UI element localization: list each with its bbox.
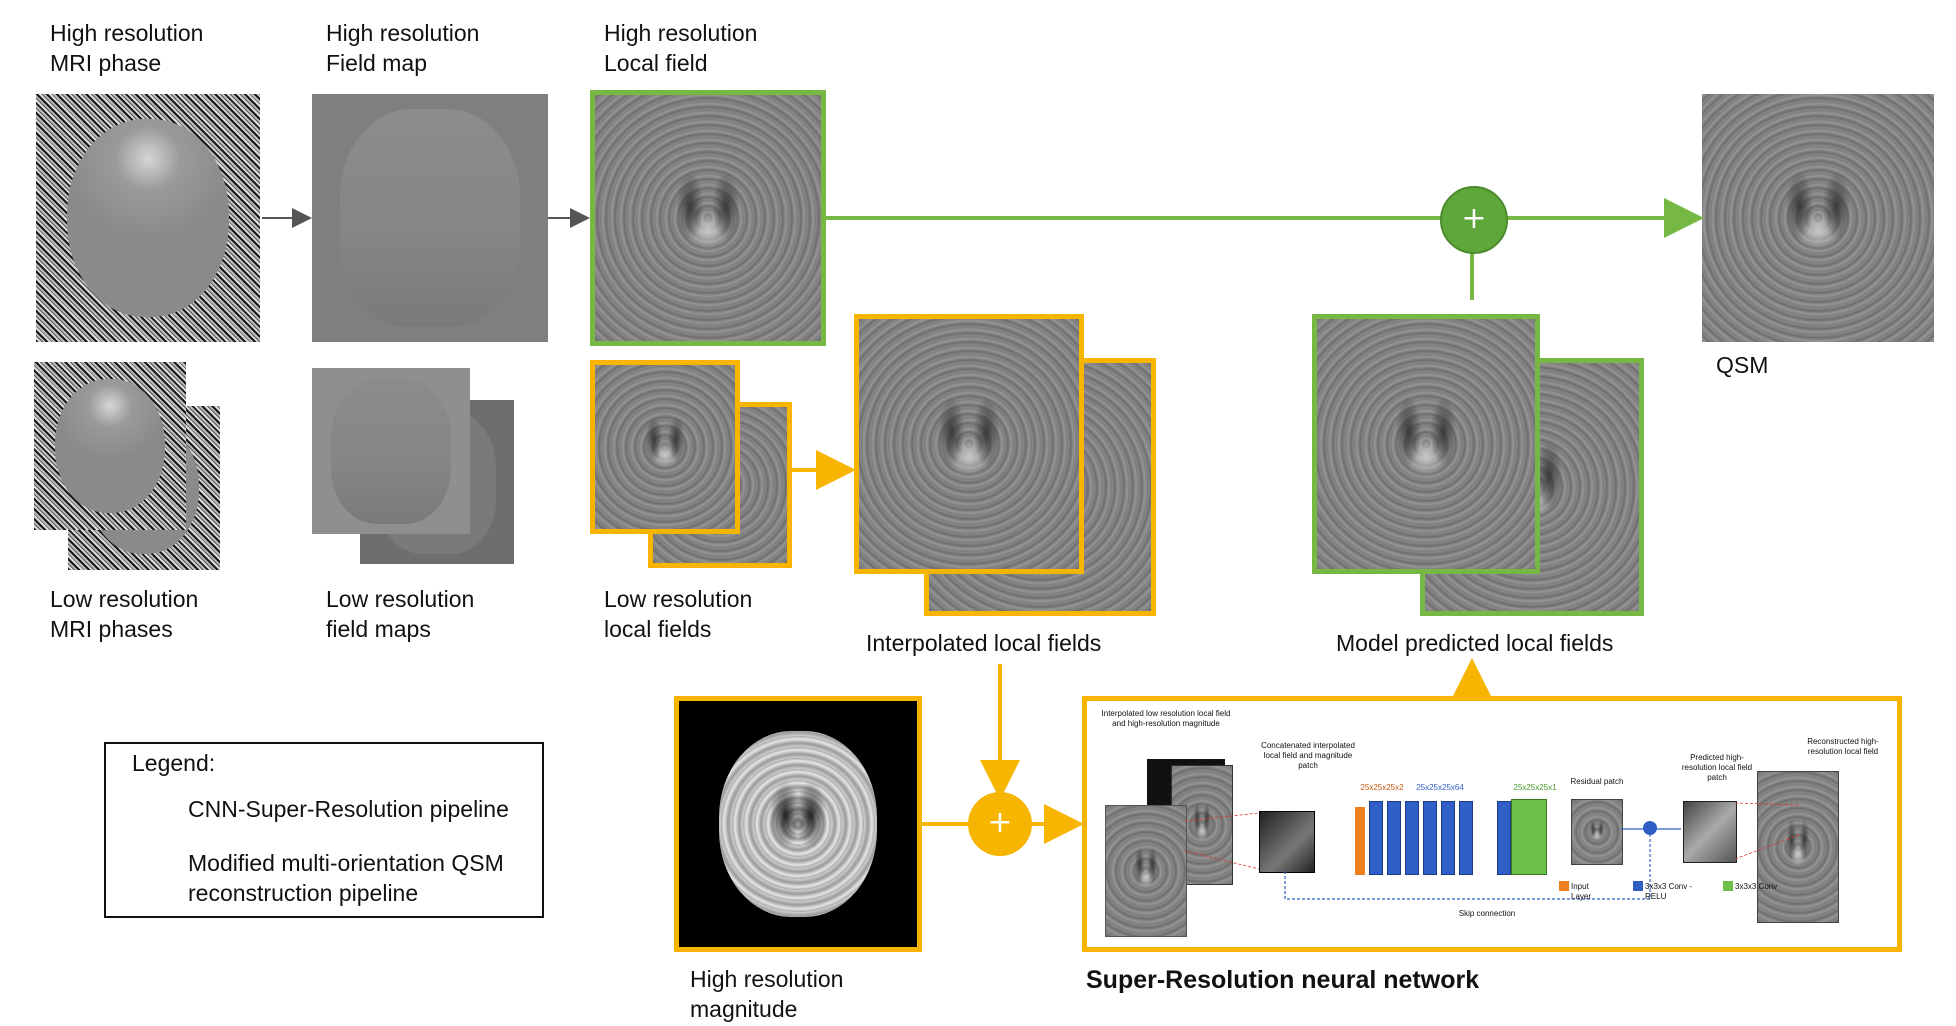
legend-title: Legend: bbox=[132, 750, 216, 776]
net-concat-patch bbox=[1259, 811, 1315, 873]
interpolated-field-image-1 bbox=[854, 314, 1084, 574]
legend-item-qsm: Modified multi-orientation QSM reconstru… bbox=[188, 850, 504, 906]
net-skip-connection bbox=[1184, 802, 1800, 900]
net-conv-relu-2 bbox=[1387, 801, 1401, 875]
label-lr-mri-phases: Low resolution MRI phases bbox=[50, 586, 199, 642]
label-qsm: QSM bbox=[1716, 352, 1769, 378]
net-conv-relu-5 bbox=[1441, 801, 1455, 875]
net-predicted-caption: Predicted high- resolution local field p… bbox=[1681, 753, 1753, 782]
net-input-layer bbox=[1355, 807, 1365, 875]
net-residual-patch bbox=[1571, 799, 1623, 865]
net-dim-input: 25x25x25x2 bbox=[1360, 783, 1404, 792]
yellow-plus-operator: + bbox=[968, 792, 1032, 856]
net-legend-conv-swatch bbox=[1723, 881, 1733, 891]
net-conv-relu-6 bbox=[1459, 801, 1473, 875]
label-hr-field-map: High resolution Field map bbox=[326, 20, 480, 76]
net-conv-relu-4 bbox=[1423, 801, 1437, 875]
hr-phase-image bbox=[36, 94, 260, 342]
legend-box bbox=[104, 742, 544, 918]
sr-network-panel: Interpolated low resolution local field … bbox=[1082, 696, 1902, 952]
net-reconstructed-caption: Reconstructed high- resolution local fie… bbox=[1807, 737, 1879, 756]
qsm-image bbox=[1702, 94, 1934, 342]
green-plus-operator: + bbox=[1440, 186, 1508, 254]
label-sr-network-title: Super-Resolution neural network bbox=[1086, 966, 1480, 994]
hr-field-map-image bbox=[312, 94, 548, 342]
net-reconstructed-volume bbox=[1757, 771, 1839, 923]
lr-field-map-image-1 bbox=[312, 368, 470, 534]
legend-item-cnn: CNN-Super-Resolution pipeline bbox=[188, 796, 509, 822]
label-hr-local-field: High resolution Local field bbox=[604, 20, 758, 76]
net-dim-conv: 25x25x25x64 bbox=[1416, 783, 1464, 792]
label-hr-magnitude: High resolution magnitude bbox=[690, 966, 844, 1022]
label-hr-mri-phase: High resolution MRI phase bbox=[50, 20, 204, 76]
net-input-caption: Interpolated low resolution local field … bbox=[1101, 709, 1231, 728]
label-model-predicted-local-fields: Model predicted local fields bbox=[1336, 630, 1614, 656]
hr-local-field-image bbox=[590, 90, 826, 346]
label-interpolated-local-fields: Interpolated local fields bbox=[866, 630, 1102, 656]
lr-phase-image-1 bbox=[34, 362, 186, 530]
net-sum-node bbox=[1643, 821, 1657, 835]
net-conv-relu-7 bbox=[1497, 801, 1511, 875]
net-legend-conv-relu-swatch bbox=[1633, 881, 1643, 891]
net-legend-conv: 3x3x3 Conv bbox=[1735, 882, 1778, 891]
net-concat-caption: Concatenated interpolated local field an… bbox=[1261, 741, 1355, 770]
hr-magnitude-image bbox=[674, 696, 922, 952]
predicted-field-image-1 bbox=[1312, 314, 1540, 574]
lr-local-field-image-1 bbox=[590, 360, 740, 534]
label-lr-local-fields: Low resolution local fields bbox=[604, 586, 753, 642]
net-predicted-patch bbox=[1683, 801, 1737, 863]
net-legend-input: Input Layer bbox=[1571, 882, 1592, 901]
net-conv-relu-1 bbox=[1369, 801, 1383, 875]
net-residual-caption: Residual patch bbox=[1570, 777, 1624, 786]
net-dim-output: 25x25x25x1 bbox=[1513, 783, 1557, 792]
net-conv-relu-3 bbox=[1405, 801, 1419, 875]
label-lr-field-maps: Low resolution field maps bbox=[326, 586, 475, 642]
net-skip-caption: Skip connection bbox=[1458, 909, 1516, 918]
net-legend-conv-relu: 3x3x3 Conv - RELU bbox=[1645, 882, 1693, 901]
net-conv-final bbox=[1511, 799, 1547, 875]
net-input-volume bbox=[1105, 805, 1187, 937]
net-legend-input-swatch bbox=[1559, 881, 1569, 891]
